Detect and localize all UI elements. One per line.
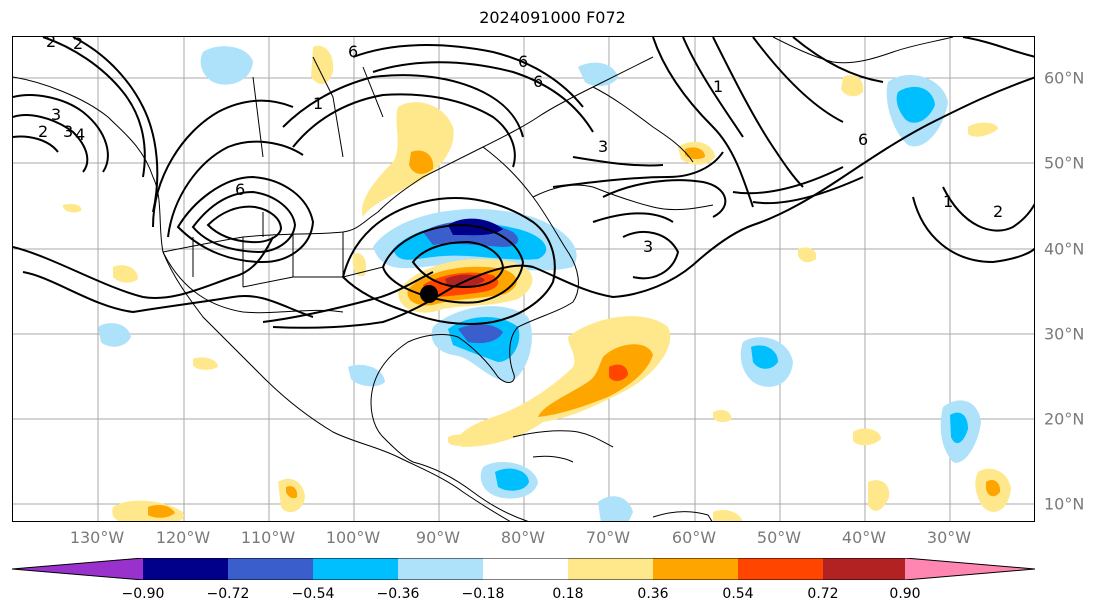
contour-label: 1 [943,192,953,211]
contour-label: 1 [313,94,323,113]
colorbar-bin [823,558,905,580]
lon-label: 80°W [500,528,546,547]
lon-label: 120°W [155,528,211,547]
contour-label: 2 [46,37,56,51]
lon-label: 40°W [841,528,887,547]
colorbar-bin [313,558,398,580]
map-panel: 2 3 4 6 1 2 3 6 6 1 2 3 6 1 2 3 6 [12,36,1035,522]
contour-label: 2 [993,202,1003,221]
contour-label: 6 [348,42,358,61]
lat-label: 30°N [1044,324,1085,344]
colorbar-tick: 0.18 [552,586,584,602]
lon-label: 60°W [671,528,717,547]
lon-label: 90°W [415,528,461,547]
colorbar-bin [483,558,568,580]
colorbar-tick: 0.72 [807,586,839,602]
colorbar-tick: −0.36 [376,586,420,602]
lon-label: 130°W [69,528,125,547]
contour-label: 6 [235,180,245,199]
lat-label: 40°N [1044,239,1085,259]
contour-label: 6 [858,130,868,149]
colorbar-extend-min [12,558,143,580]
colorbar-tick: 0.36 [637,586,669,602]
lat-label: 60°N [1044,68,1085,88]
colorbar-bin [228,558,313,580]
height-contours [13,37,1034,329]
colorbar-tick: −0.54 [291,586,335,602]
contour-label: 3 [598,137,608,156]
colorbar-tick: −0.90 [121,586,165,602]
lon-label: 50°W [756,528,802,547]
lat-label: 10°N [1044,494,1085,514]
lat-label: 50°N [1044,153,1085,173]
colorbar-tick: −0.18 [461,586,505,602]
map-title: 2024091000 F072 [479,8,626,27]
contour-label: 6 [533,72,543,91]
contour-label: 3 [63,122,73,141]
colorbar-bin [568,558,653,580]
anomaly-fill [63,45,1011,521]
map-canvas: 2 3 4 6 1 2 3 6 6 1 2 3 6 1 2 3 6 [13,37,1034,521]
lon-label: 70°W [585,528,631,547]
contour-label: 4 [75,125,85,144]
colorbar [12,558,1035,580]
coastlines [13,37,954,521]
lat-label: 20°N [1044,409,1085,429]
lon-label: 100°W [325,528,381,547]
contour-label: 1 [713,77,723,96]
contour-label: 2 [73,37,83,53]
contour-label: 6 [518,52,528,71]
colorbar-bin [738,558,823,580]
colorbar-bin [398,558,483,580]
lon-label: 30°W [926,528,972,547]
colorbar-extend-max [905,558,1035,580]
colorbar-tick: 0.90 [889,586,921,602]
contour-labels: 2 3 4 6 1 2 3 6 6 1 2 3 6 1 2 3 6 [38,37,1003,256]
contour-label: 2 [38,122,48,141]
colorbar-bin [653,558,738,580]
colorbar-tick: 0.54 [722,586,754,602]
storm-center-dot-icon [420,285,438,303]
colorbar-bin [143,558,228,580]
colorbar-tick: −0.72 [206,586,250,602]
contour-label: 3 [643,237,653,256]
lon-label: 110°W [240,528,296,547]
contour-label: 3 [51,105,61,124]
